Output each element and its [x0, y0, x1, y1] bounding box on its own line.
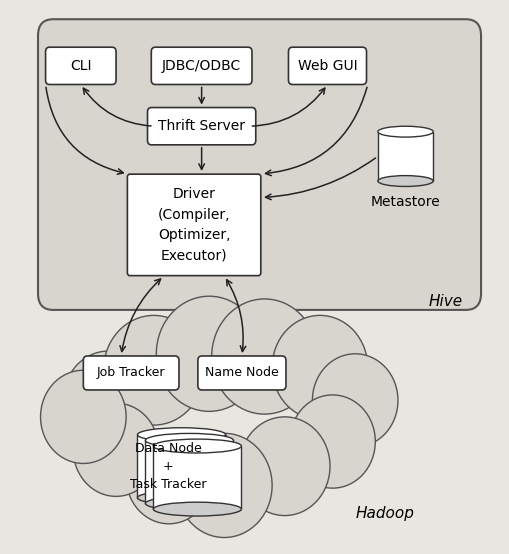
Circle shape: [290, 395, 375, 488]
Bar: [137, 435, 225, 497]
Ellipse shape: [137, 428, 225, 442]
FancyBboxPatch shape: [148, 107, 256, 145]
FancyBboxPatch shape: [151, 47, 252, 85]
Text: Data Node
+
Task Tracker: Data Node + Task Tracker: [130, 442, 207, 491]
Circle shape: [41, 370, 126, 464]
Text: Driver
(Compiler,
Optimizer,
Executor): Driver (Compiler, Optimizer, Executor): [158, 187, 231, 263]
Ellipse shape: [137, 491, 225, 505]
Bar: [378, 132, 433, 181]
Circle shape: [156, 296, 262, 412]
FancyBboxPatch shape: [46, 47, 116, 85]
Text: CLI: CLI: [70, 59, 92, 73]
Circle shape: [239, 417, 330, 516]
Text: Web GUI: Web GUI: [298, 59, 357, 73]
Circle shape: [313, 354, 398, 447]
Ellipse shape: [378, 126, 433, 137]
Circle shape: [63, 351, 154, 450]
Circle shape: [212, 299, 318, 414]
Circle shape: [73, 403, 159, 496]
Text: Name Node: Name Node: [205, 367, 279, 379]
Circle shape: [103, 315, 204, 425]
Circle shape: [126, 430, 212, 524]
FancyBboxPatch shape: [38, 19, 481, 310]
Bar: [153, 446, 241, 509]
Ellipse shape: [146, 496, 234, 510]
Ellipse shape: [378, 176, 433, 187]
Ellipse shape: [153, 502, 241, 516]
Ellipse shape: [153, 439, 241, 453]
Text: JDBC/ODBC: JDBC/ODBC: [162, 59, 241, 73]
Bar: [146, 440, 234, 504]
FancyBboxPatch shape: [289, 47, 366, 85]
Text: Hive: Hive: [429, 294, 463, 309]
Ellipse shape: [146, 433, 234, 447]
FancyBboxPatch shape: [127, 174, 261, 276]
Text: Hadoop: Hadoop: [356, 506, 415, 521]
Text: Job Tracker: Job Tracker: [97, 367, 165, 379]
FancyBboxPatch shape: [83, 356, 179, 390]
FancyBboxPatch shape: [198, 356, 286, 390]
Text: Thrift Server: Thrift Server: [158, 119, 245, 133]
Circle shape: [177, 433, 272, 537]
Text: Metastore: Metastore: [371, 195, 440, 209]
Circle shape: [272, 315, 368, 419]
